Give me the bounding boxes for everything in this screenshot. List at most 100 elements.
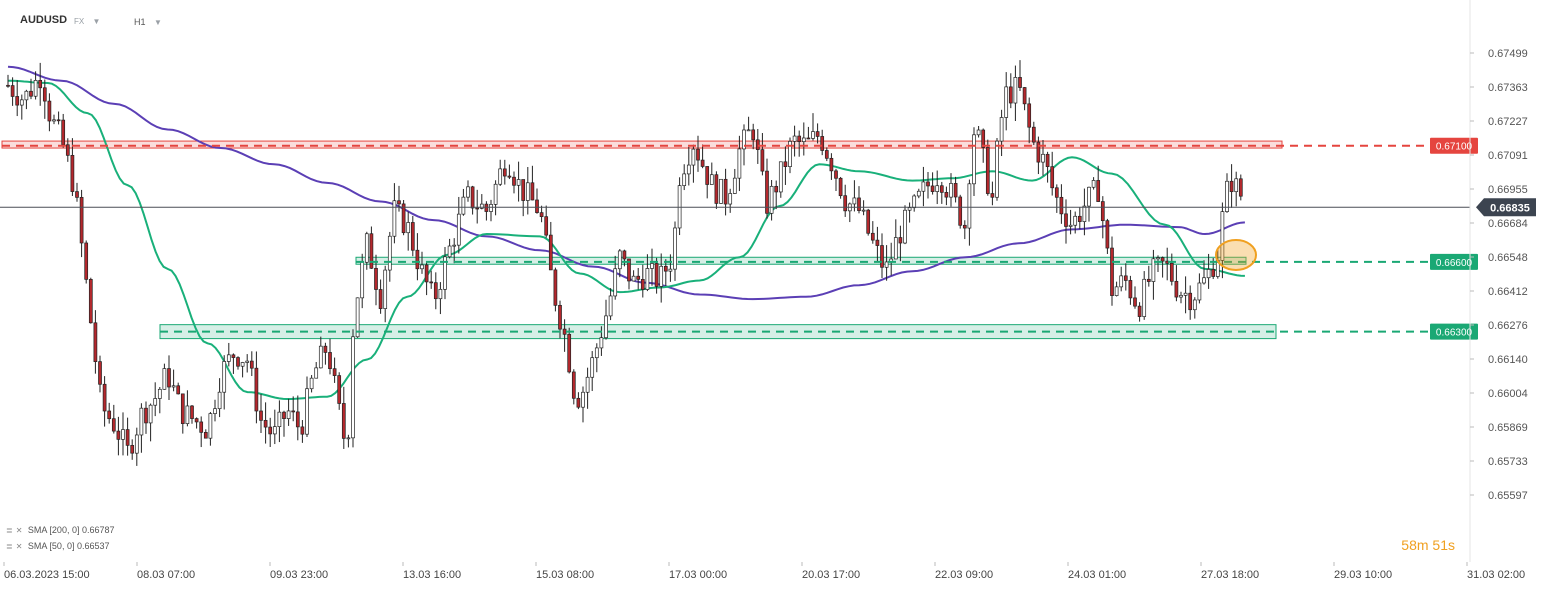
candle-body — [29, 90, 33, 97]
candle-body — [134, 434, 139, 454]
candle-body — [535, 199, 539, 213]
level-tag-support-upper — [1430, 253, 1478, 270]
y-tick-label: 0.66412 — [1488, 286, 1528, 298]
candle-body — [259, 410, 263, 421]
candle-body — [774, 185, 779, 193]
candle-body — [231, 354, 236, 358]
candle-body — [1036, 141, 1041, 163]
candle-body — [903, 209, 907, 244]
timer-seconds: 51 — [1432, 537, 1448, 553]
y-tick-label: 0.65733 — [1488, 456, 1528, 468]
candle-body — [507, 175, 512, 178]
candle-body — [663, 265, 668, 272]
candle-body — [939, 185, 944, 193]
candle-body — [709, 174, 714, 185]
candle-body — [645, 268, 650, 290]
candle-body — [176, 385, 181, 395]
candle-body — [935, 185, 940, 192]
x-tick-label: 13.03 16:00 — [403, 569, 461, 581]
legend-sma50[interactable]: ≣ ✕ SMA [50, 0] 0.66537 — [6, 541, 109, 551]
x-tick-label: 31.03 02:00 — [1467, 569, 1525, 581]
candle-body — [245, 360, 250, 363]
candle-body — [1156, 257, 1160, 260]
candle-body — [788, 141, 792, 168]
close-icon[interactable]: ✕ — [15, 542, 23, 551]
candle-body — [291, 410, 296, 413]
candle-body — [1022, 87, 1027, 105]
timeframe-label: H1 — [134, 17, 146, 27]
market-selector[interactable]: FX ▼ — [74, 17, 100, 33]
candle-body — [686, 164, 691, 175]
candle-body — [392, 200, 397, 237]
candle-body — [410, 222, 415, 251]
level-tag-support-lower — [1430, 323, 1478, 340]
candle-body — [1105, 220, 1110, 249]
candle-body — [190, 405, 194, 419]
settings-icon[interactable]: ≣ — [6, 542, 13, 551]
level-zone-support-lower — [159, 324, 1277, 340]
candle-body — [1096, 180, 1101, 202]
candle-body — [341, 403, 346, 439]
candle-body — [990, 193, 995, 198]
candle-body — [1087, 186, 1091, 207]
close-icon[interactable]: ✕ — [15, 526, 23, 535]
candle-body — [778, 161, 783, 193]
candle-body — [737, 148, 742, 179]
candle-body — [668, 268, 673, 272]
candle-body — [870, 232, 875, 241]
candle-body — [61, 119, 66, 146]
candle-body — [594, 347, 599, 359]
candle-body — [691, 148, 696, 166]
y-tick-label: 0.66004 — [1488, 388, 1528, 400]
candle-body — [981, 129, 986, 148]
candle-body — [162, 368, 167, 390]
candle-body — [976, 129, 981, 136]
settings-icon[interactable]: ≣ — [6, 526, 13, 535]
legend-sma50-label: SMA [50, 0] 0.66537 — [27, 541, 110, 551]
candle-body — [139, 407, 144, 436]
candle-body — [751, 129, 756, 141]
candle-body — [1114, 286, 1119, 296]
candle-body — [309, 377, 314, 390]
candle-body — [714, 174, 719, 204]
candle-body — [10, 85, 15, 97]
candle-body — [1229, 180, 1234, 193]
x-tick-label: 27.03 18:00 — [1201, 569, 1259, 581]
candle-body — [93, 322, 98, 362]
candle-body — [613, 268, 618, 297]
legend-sma200[interactable]: ≣ ✕ SMA [200, 0] 0.66787 — [6, 525, 115, 535]
y-tick-label: 0.65869 — [1488, 422, 1528, 434]
candle-body — [972, 134, 976, 185]
y-tick-label: 0.66548 — [1488, 252, 1528, 264]
candle-body — [107, 410, 112, 420]
candle-body — [516, 179, 521, 186]
candle-body — [1018, 77, 1022, 88]
candle-body — [512, 176, 516, 186]
candle-body — [944, 192, 949, 198]
candle-body — [346, 437, 351, 440]
candle-body — [314, 367, 319, 379]
candle-body — [479, 203, 484, 209]
x-tick-label: 29.03 10:00 — [1334, 569, 1392, 581]
candle-body — [456, 213, 461, 246]
candle-body — [1050, 166, 1055, 189]
timeframe-selector[interactable]: H1 ▼ — [134, 17, 162, 33]
candle-body — [33, 80, 38, 97]
candle-body — [958, 196, 963, 226]
candle-body — [636, 275, 641, 280]
x-tick-label: 09.03 23:00 — [270, 569, 328, 581]
candle-body — [70, 155, 75, 192]
candle-body — [52, 119, 56, 122]
candle-body — [861, 209, 866, 212]
candle-body — [369, 233, 374, 269]
symbol-label[interactable]: AUDUSD — [20, 14, 68, 26]
candle-body — [15, 96, 20, 106]
candle-body — [1073, 215, 1078, 226]
candle-body — [493, 183, 498, 205]
candle-body — [355, 297, 360, 338]
candle-body — [378, 289, 383, 309]
candle-body — [1192, 299, 1197, 311]
candle-body — [553, 269, 558, 306]
candle-body — [806, 137, 811, 140]
